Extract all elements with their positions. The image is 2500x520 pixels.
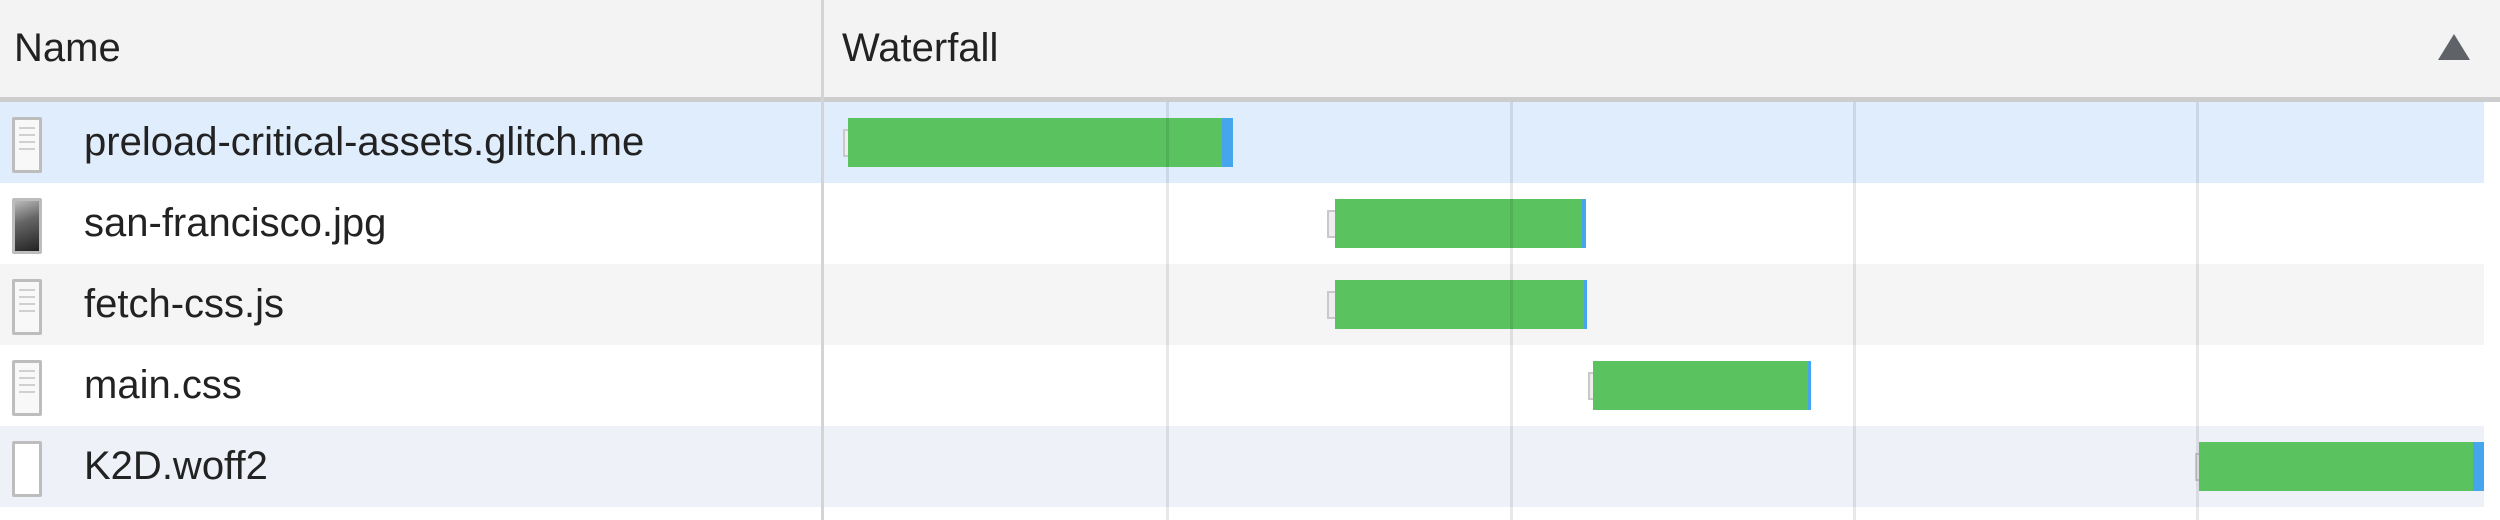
- request-name: K2D.woff2: [84, 444, 268, 488]
- column-header-waterfall[interactable]: Waterfall: [842, 26, 999, 70]
- name-cell[interactable]: san-francisco.jpg: [0, 183, 821, 264]
- document-icon: [12, 117, 42, 173]
- timeline-gridline: [2196, 102, 2199, 520]
- download-segment: [1584, 280, 1587, 329]
- timeline-gridline: [1510, 102, 1513, 520]
- request-row[interactable]: san-francisco.jpg: [0, 183, 2484, 264]
- request-name: fetch-css.js: [84, 282, 285, 326]
- request-row[interactable]: preload-critical-assets.glitch.me: [0, 102, 2484, 183]
- request-name: san-francisco.jpg: [84, 201, 387, 245]
- download-segment: [1222, 118, 1233, 167]
- name-cell[interactable]: K2D.woff2: [0, 426, 821, 507]
- request-row[interactable]: main.css: [0, 345, 2484, 426]
- waterfall-bar[interactable]: [2199, 442, 2473, 491]
- waterfall-bar[interactable]: [1335, 280, 1584, 329]
- name-cell[interactable]: preload-critical-assets.glitch.me: [0, 102, 821, 183]
- waterfall-bar[interactable]: [848, 118, 1222, 167]
- download-segment: [1582, 199, 1586, 248]
- request-row[interactable]: fetch-css.js: [0, 264, 2484, 345]
- download-segment: [1808, 361, 1811, 410]
- timeline-gridline: [1853, 102, 1856, 520]
- timeline-gridline: [1166, 102, 1169, 520]
- image-icon: [12, 198, 42, 254]
- waterfall-bar[interactable]: [1335, 199, 1582, 248]
- triangle-up-icon[interactable]: [2438, 34, 2470, 60]
- table-header: Name Waterfall: [0, 0, 2500, 102]
- request-name: preload-critical-assets.glitch.me: [84, 120, 645, 164]
- download-segment: [2473, 442, 2484, 491]
- request-row[interactable]: K2D.woff2: [0, 426, 2484, 507]
- name-cell[interactable]: main.css: [0, 345, 821, 426]
- request-name: main.css: [84, 363, 242, 407]
- column-header-name[interactable]: Name: [14, 26, 121, 70]
- font-file-icon: [12, 441, 42, 497]
- scrollbar-track[interactable]: [2484, 102, 2500, 520]
- document-icon: [12, 279, 42, 335]
- document-icon: [12, 360, 42, 416]
- waterfall-bar[interactable]: [1593, 361, 1808, 410]
- name-cell[interactable]: fetch-css.js: [0, 264, 821, 345]
- column-divider[interactable]: [821, 0, 824, 520]
